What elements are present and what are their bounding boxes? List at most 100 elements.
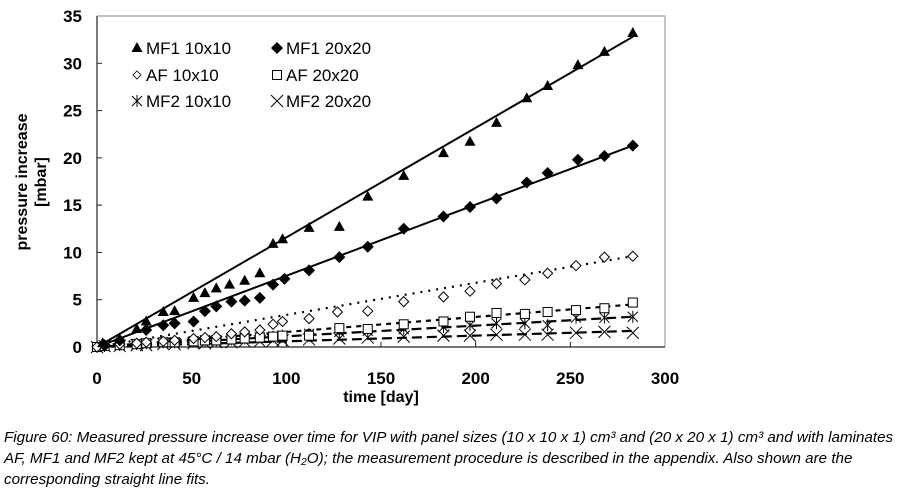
diamond-marker bbox=[303, 264, 316, 277]
chart: 0 50 100 150 200 250 300 0 5 10 15 20 25 30 35 MF1 10x… bbox=[14, 7, 679, 406]
open-diamond-marker bbox=[437, 291, 450, 303]
data-point bbox=[464, 285, 476, 297]
x-tick-label: 300 bbox=[651, 369, 679, 388]
legend-label: AF 20x20 bbox=[286, 66, 359, 85]
legend-marker bbox=[270, 94, 284, 108]
diamond-marker bbox=[333, 251, 346, 264]
axes: 0 50 100 150 200 250 300 0 5 10 15 20 25 30 35 bbox=[63, 7, 679, 388]
asterisk-marker bbox=[519, 317, 531, 330]
triangle-marker bbox=[598, 45, 610, 56]
open-diamond-marker bbox=[464, 285, 476, 297]
diamond-marker bbox=[626, 139, 639, 152]
cross-marker bbox=[569, 326, 583, 340]
triangle-marker bbox=[437, 147, 449, 158]
cross-marker bbox=[332, 332, 346, 345]
data-point bbox=[278, 272, 291, 285]
data-point bbox=[437, 210, 450, 223]
data-point bbox=[571, 305, 582, 316]
open-diamond-marker bbox=[398, 295, 410, 308]
data-point bbox=[599, 311, 610, 324]
data-point bbox=[490, 116, 502, 127]
open-diamond-marker bbox=[210, 330, 222, 343]
data-point bbox=[518, 328, 532, 342]
open-square-marker bbox=[438, 316, 449, 327]
data-point bbox=[541, 166, 554, 179]
data-point bbox=[267, 237, 279, 248]
triangle-marker bbox=[464, 135, 476, 146]
y-tick-label: 0 bbox=[73, 338, 82, 357]
data-point bbox=[268, 331, 279, 342]
triangle-marker bbox=[131, 42, 143, 52]
legend: MF1 10x10 MF1 20x20 AF 10x10 AF 20x20 MF2 10… bbox=[131, 39, 371, 111]
data-point bbox=[490, 192, 503, 205]
data-point bbox=[599, 303, 610, 314]
data-point bbox=[169, 305, 181, 316]
triangle-marker bbox=[572, 59, 584, 70]
diamond-marker bbox=[267, 278, 280, 291]
diamond-marker bbox=[168, 317, 181, 330]
data-point bbox=[519, 317, 531, 330]
data-point bbox=[140, 336, 152, 348]
diamond-marker bbox=[397, 222, 410, 235]
open-square-marker bbox=[304, 330, 315, 341]
x-tick-label: 50 bbox=[182, 369, 201, 388]
open-square-marker bbox=[542, 307, 553, 318]
data-point bbox=[276, 315, 289, 328]
triangle-marker bbox=[542, 79, 554, 90]
triangle-marker bbox=[627, 27, 639, 38]
open-square-marker bbox=[362, 324, 373, 335]
data-point bbox=[362, 324, 373, 335]
data-point bbox=[626, 326, 640, 340]
data-point bbox=[333, 220, 345, 231]
data-point bbox=[519, 308, 530, 319]
triangle-marker bbox=[199, 287, 211, 298]
open-diamond-marker bbox=[331, 306, 344, 318]
open-square-marker bbox=[277, 330, 288, 341]
open-diamond-marker bbox=[519, 274, 531, 286]
data-point bbox=[334, 323, 345, 334]
data-point bbox=[542, 319, 553, 332]
open-square-marker bbox=[627, 297, 638, 308]
data-point bbox=[140, 323, 153, 336]
data-point bbox=[253, 291, 266, 304]
y-tick-label: 35 bbox=[63, 7, 82, 26]
data-point bbox=[140, 315, 152, 326]
triangle-marker bbox=[224, 278, 236, 289]
data-point bbox=[627, 297, 638, 308]
diamond-marker bbox=[271, 42, 283, 54]
data-point bbox=[224, 278, 236, 289]
data-point bbox=[303, 221, 315, 232]
data-point bbox=[225, 328, 238, 340]
open-diamond-marker bbox=[303, 312, 315, 325]
data-point bbox=[398, 169, 410, 180]
triangle-marker bbox=[97, 337, 109, 348]
open-diamond-marker bbox=[238, 326, 251, 338]
plot-frame bbox=[97, 15, 666, 347]
cross-marker bbox=[490, 328, 503, 342]
diamond-marker bbox=[278, 272, 291, 285]
cross-marker bbox=[541, 328, 554, 342]
open-square-marker bbox=[398, 319, 409, 330]
data-point bbox=[277, 233, 289, 244]
triangle-marker bbox=[140, 315, 152, 326]
data-point bbox=[438, 316, 449, 327]
data-point bbox=[521, 92, 533, 103]
data-point bbox=[131, 337, 143, 349]
asterisk-marker bbox=[599, 311, 610, 324]
asterisk-marker bbox=[491, 317, 502, 330]
data-point bbox=[598, 325, 611, 339]
data-point bbox=[239, 274, 251, 285]
data-point bbox=[131, 323, 143, 334]
data-point bbox=[199, 287, 211, 298]
triangle-marker bbox=[114, 333, 126, 344]
triangle-marker bbox=[131, 323, 143, 334]
cross-marker bbox=[626, 326, 640, 340]
data-point bbox=[463, 329, 477, 343]
triangle-marker bbox=[490, 116, 502, 127]
triangle-marker bbox=[188, 291, 200, 302]
data-point bbox=[437, 147, 449, 158]
open-diamond-marker bbox=[490, 277, 503, 290]
diamond-marker bbox=[361, 240, 374, 253]
data-point bbox=[157, 319, 170, 332]
legend-item: MF2 10x10 bbox=[131, 92, 231, 111]
